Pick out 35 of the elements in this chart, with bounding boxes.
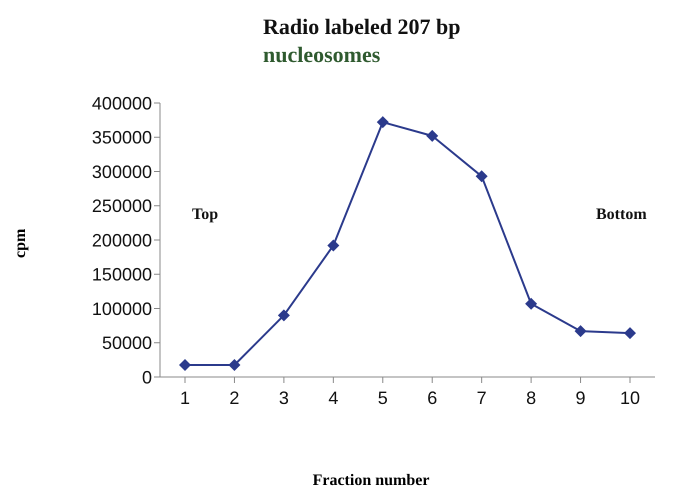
x-axis-title: Fraction number [312, 472, 430, 490]
point [624, 327, 636, 340]
annotation: Bottom [596, 206, 647, 224]
point [228, 359, 240, 372]
point [278, 309, 290, 322]
y-axis-title: cpm [12, 228, 30, 258]
chart-title: Radio labeled 207 bp [263, 14, 460, 40]
x-tick-label: 5 [378, 388, 388, 408]
x-tick-label: 10 [620, 388, 640, 408]
point [476, 170, 488, 182]
point [327, 239, 340, 252]
x-tick-label: 1 [180, 388, 190, 408]
x-tick-label: 7 [476, 388, 487, 408]
y-tick-label: 250000 [92, 196, 152, 216]
y-tick-label: 50000 [102, 333, 152, 354]
x-tick-label: 9 [576, 388, 586, 408]
point [525, 298, 538, 310]
chart-subtitle: nucleosomes [263, 42, 380, 68]
point [574, 325, 587, 338]
annotation: Top [192, 206, 218, 224]
y-tick-label: 400000 [92, 93, 152, 114]
y-tick-label: 350000 [92, 128, 152, 148]
y-tick-label: 0 [142, 367, 152, 388]
point [179, 359, 191, 372]
point [376, 116, 389, 128]
x-tick-label: 3 [278, 388, 289, 408]
x-tick-label: 6 [427, 388, 438, 408]
y-tick-label: 100000 [92, 298, 152, 319]
y-tick-label: 150000 [92, 264, 152, 285]
y-tick-label: 200000 [92, 230, 152, 250]
point [426, 130, 438, 142]
x-tick-label: 8 [526, 388, 536, 408]
y-tick-label: 300000 [92, 162, 152, 182]
x-tick-label: 4 [328, 388, 338, 408]
x-tick-label: 2 [229, 388, 240, 408]
